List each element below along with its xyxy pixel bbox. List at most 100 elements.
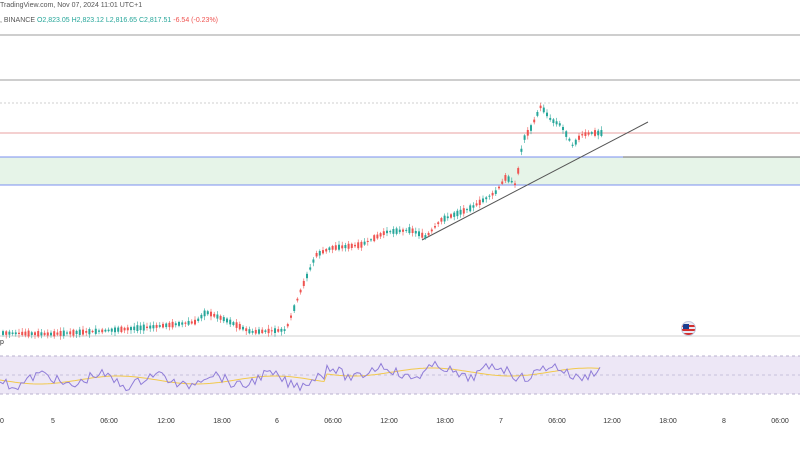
candle [296,298,299,301]
candle [530,125,532,131]
candle [542,107,545,113]
candle [424,235,427,239]
candle [78,329,81,335]
candle [520,148,523,152]
candle [290,315,292,318]
candle [162,323,164,328]
candle [437,222,440,225]
us-flag-icon[interactable] [681,321,696,336]
time-axis-label: 6 [275,418,279,425]
candle [194,319,196,325]
time-axis-label: 06:00 [324,418,342,425]
candle [558,123,561,126]
candle [2,331,4,335]
candle [462,208,465,214]
candle [18,332,20,334]
candle [318,250,321,256]
candle [114,327,116,333]
candle [107,329,110,332]
candle [523,135,526,140]
candle [270,330,273,332]
candle [30,332,33,335]
candle [274,328,276,334]
candle [190,321,193,324]
support-zone [0,157,800,185]
candle [434,226,436,228]
candle [363,241,366,245]
candle [302,280,305,287]
candle [24,331,27,336]
candle [507,176,510,182]
candle [21,331,24,336]
candle [203,310,206,317]
candle [56,332,59,335]
time-axis-label: 18:00 [659,418,677,425]
candle [411,228,414,234]
candle [494,190,497,194]
candle [571,144,574,146]
candle [232,322,235,326]
rsi-ma-line [0,367,601,385]
time-axis-label: 12:00 [157,418,175,425]
candlestick-series [2,102,603,340]
candle [146,326,148,329]
candle [357,242,360,249]
candle [350,243,353,248]
candle [91,330,94,333]
candle [104,329,107,332]
candle [120,326,123,333]
candle [226,318,228,323]
candle [222,317,225,322]
candle [472,205,475,208]
candle [165,323,168,328]
candle [53,331,56,337]
close-value: C2,817.51 [139,17,172,24]
candle [354,244,356,247]
time-axis-label: 5 [51,418,55,425]
trendline [421,121,649,241]
candle [299,289,302,293]
candle [594,130,596,136]
candle [219,315,222,320]
ohlc-line: , BINANCE O2,823.05 H2,823.12 L2,816.65 … [0,17,218,24]
candle [334,245,337,250]
candle [600,130,603,136]
candle [46,332,49,336]
candle [85,331,88,333]
candle [242,326,244,330]
candle [213,313,216,317]
candle [235,322,238,328]
candle [277,329,280,332]
candle [392,229,395,234]
open-value: O2,823.05 [36,17,70,24]
candle [574,139,577,145]
candle [264,330,267,332]
candle [50,332,52,336]
candle [309,267,312,270]
candle [187,320,190,325]
candle [440,218,443,222]
time-axis-label: 06:00 [100,418,118,425]
source-line: TradingView.com, Nov 07, 2024 11:01 UTC+… [0,2,142,9]
candle [184,322,187,324]
candle [533,119,536,123]
candle [267,328,270,334]
candle [229,319,232,325]
time-axis-label: 18:00 [213,418,231,425]
candle [245,328,248,332]
candle [322,250,324,254]
candle [338,244,340,250]
candle [366,240,369,242]
chart-header: TradingView.com, Nov 07, 2024 11:01 UTC+… [0,0,800,28]
candle [562,126,564,131]
candle [597,130,600,136]
candle [325,249,328,252]
candle [485,197,488,200]
candle [331,245,334,250]
candle [315,252,318,257]
candle [555,121,558,125]
candle [238,323,241,330]
candle [75,330,78,335]
candle [430,229,433,232]
